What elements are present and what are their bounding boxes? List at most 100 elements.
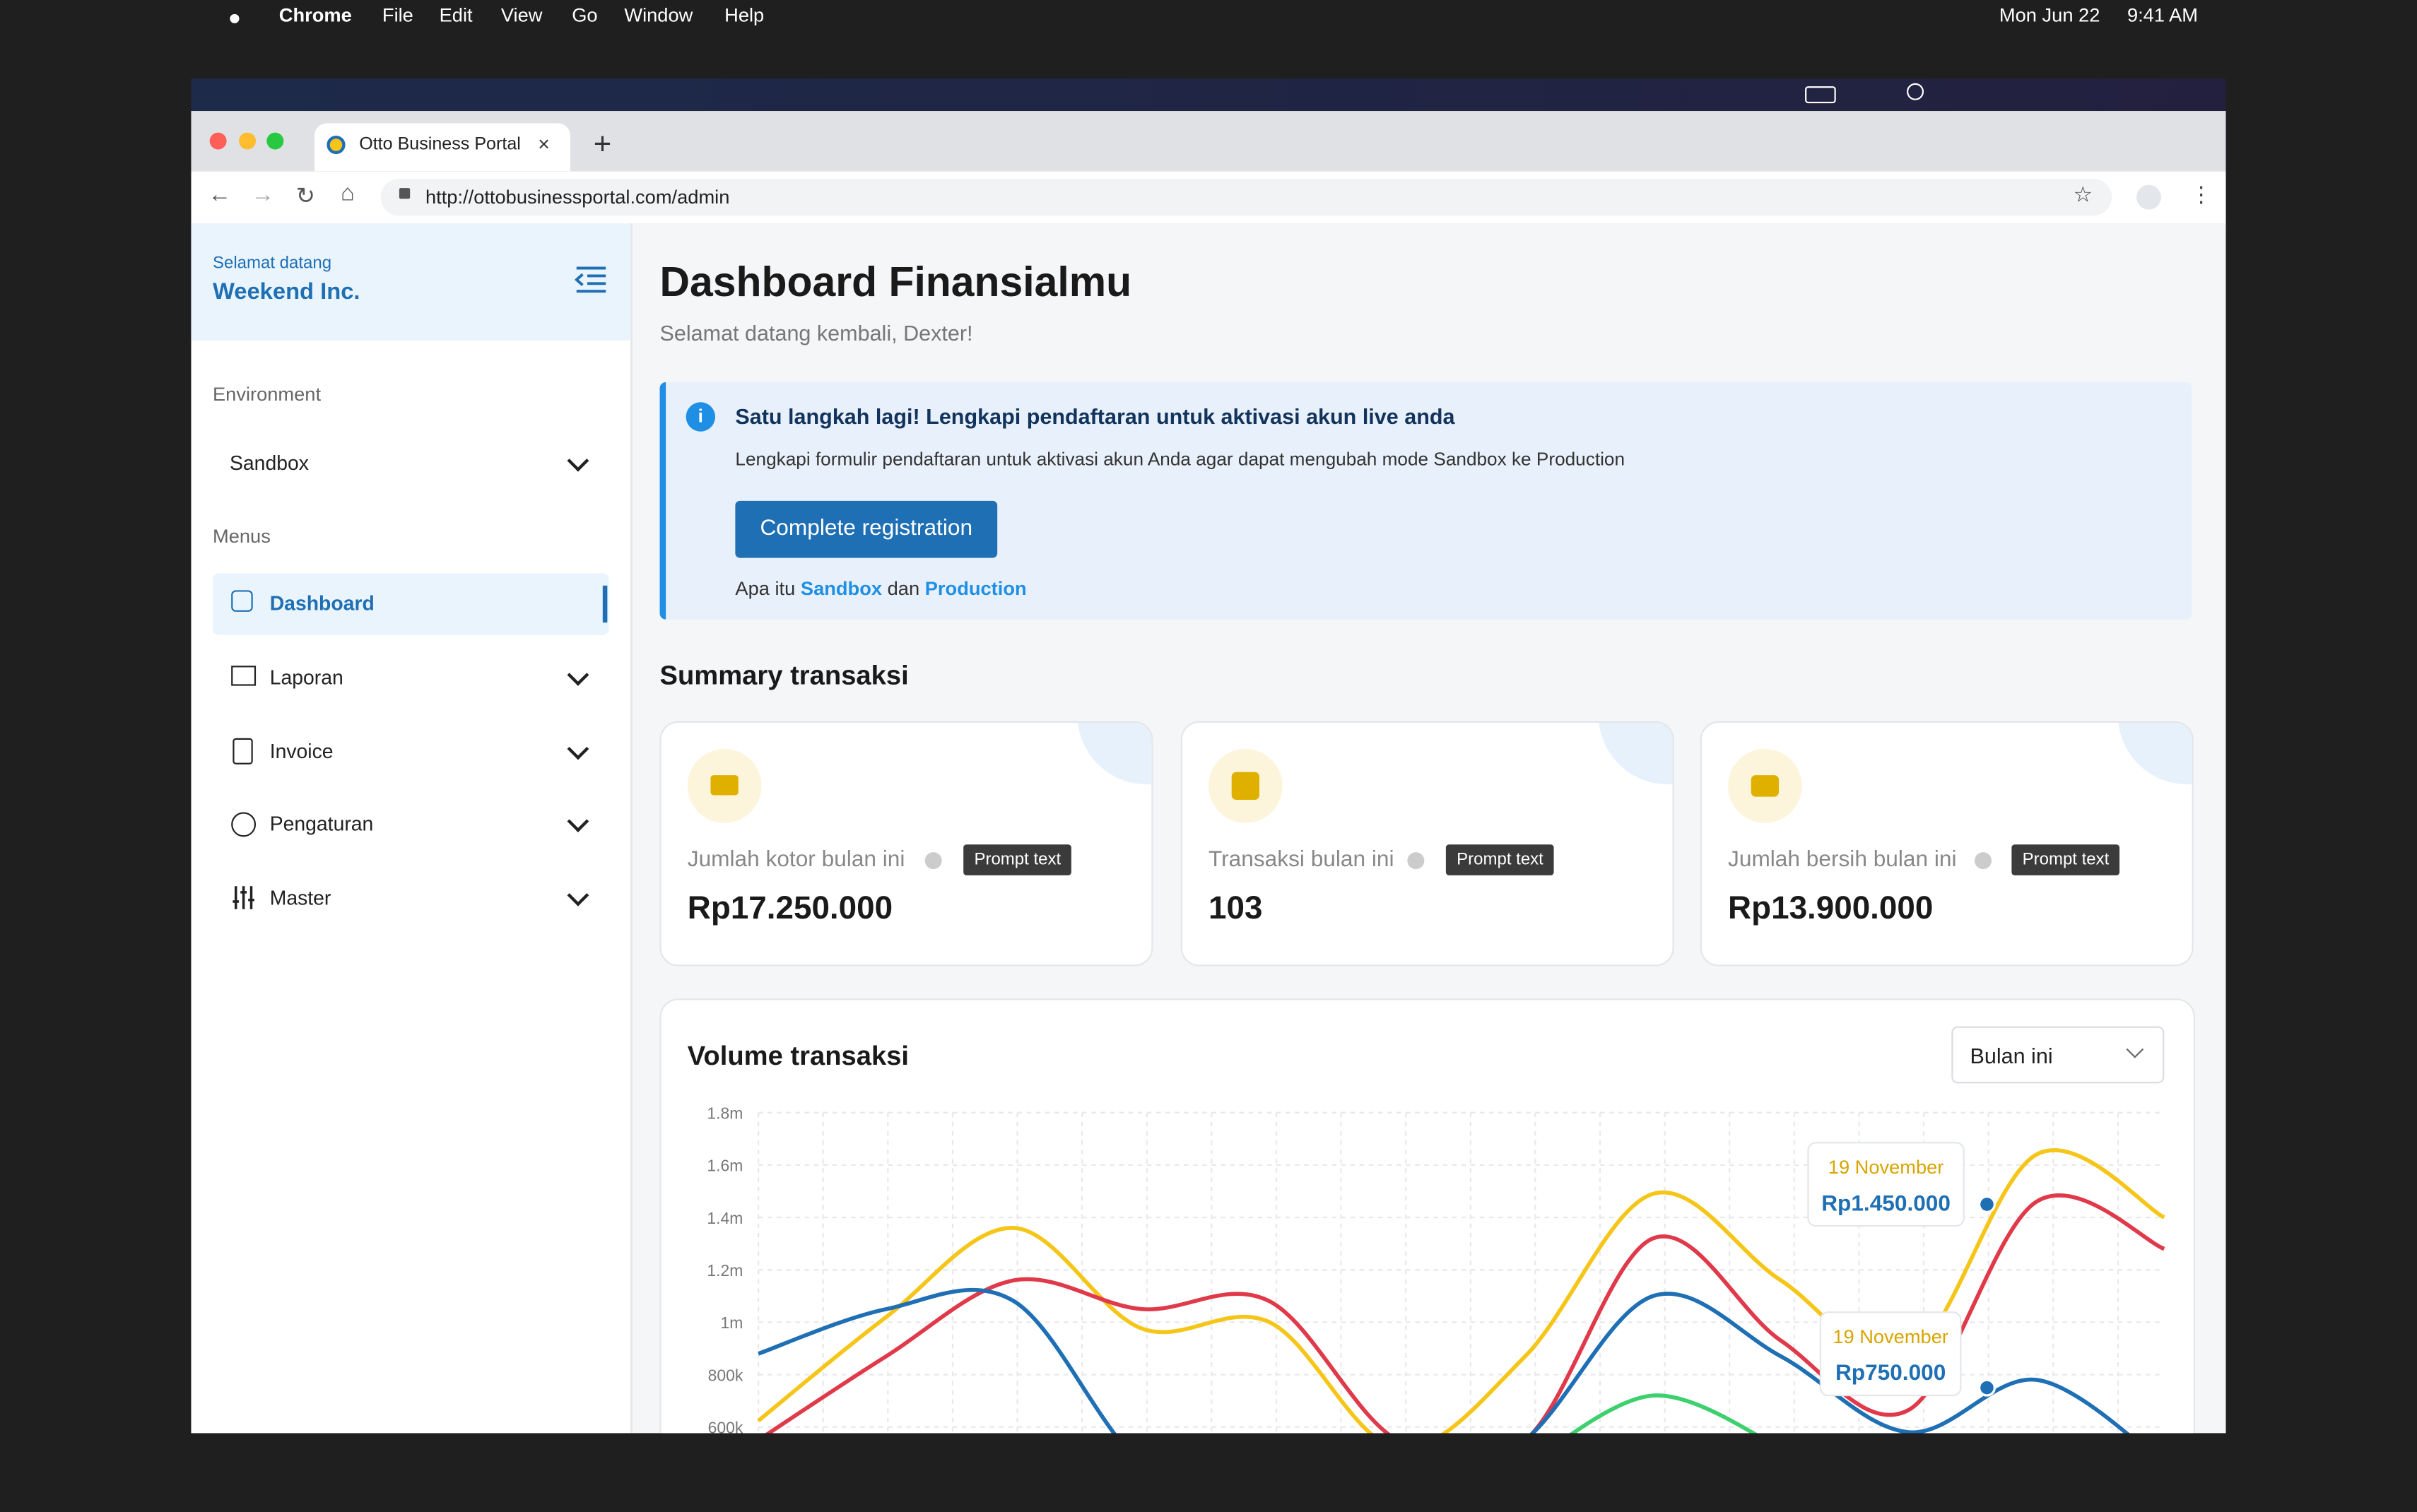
chart-icon [1231, 772, 1259, 801]
menus-label: Menus [212, 525, 271, 548]
active-indicator [602, 585, 608, 623]
reload-button[interactable]: ↻ [295, 183, 316, 210]
info-icon[interactable] [1407, 852, 1425, 870]
menu-item[interactable]: File [382, 4, 413, 27]
annotation-label: 19 November [1828, 1156, 1944, 1178]
sandbox-link[interactable]: Sandbox [800, 577, 883, 600]
footer-text: dan [887, 577, 920, 600]
production-link[interactable]: Production [924, 577, 1027, 600]
pengaturan-icon [231, 812, 257, 837]
menu-item[interactable]: Master [269, 886, 331, 909]
chart-title: Volume transaksi [687, 1040, 910, 1071]
annotation-box [1819, 1311, 1962, 1397]
date: Mon Jun 22 [1999, 4, 2100, 27]
period-select[interactable] [1951, 1026, 2165, 1084]
environment-select[interactable]: Sandbox [229, 451, 309, 475]
laporan-icon [231, 666, 257, 686]
forward-button[interactable]: → [251, 182, 275, 208]
card-label: Jumlah kotor bulan ini [687, 847, 905, 873]
period-value[interactable]: Bulan ini [1970, 1043, 2053, 1068]
profile-icon[interactable] [2136, 184, 2161, 210]
apple-icon[interactable]: ● [228, 4, 242, 30]
annotation-value: Rp1.450.000 [1821, 1190, 1951, 1215]
series-line [758, 1287, 2130, 1434]
tooltip: Prompt text [963, 844, 1072, 875]
info-icon[interactable] [924, 852, 942, 870]
money-icon [710, 775, 739, 796]
time: 9:41 AM [2127, 4, 2199, 27]
page-subtitle: Selamat datang kembali, Dexter! [659, 320, 973, 345]
url-field[interactable] [380, 179, 2112, 216]
company-name: Weekend Inc. [212, 278, 360, 305]
menu-item[interactable]: Pengaturan [269, 812, 374, 836]
search-icon[interactable] [1907, 83, 1924, 100]
tab[interactable] [314, 123, 571, 172]
bookmark-star[interactable]: ☆ [2073, 182, 2093, 207]
menu-item[interactable]: View [500, 4, 543, 27]
menu-item[interactable]: Go [572, 4, 598, 27]
invoice-icon [233, 738, 253, 764]
annotation-point [1977, 1378, 1996, 1397]
new-tab[interactable]: + [593, 128, 612, 163]
menu-item[interactable]: Edit [439, 4, 473, 27]
page-title: Dashboard Finansialmu [659, 259, 1132, 305]
y-tick-label: 1m [720, 1313, 743, 1332]
annotation-point [1977, 1195, 1996, 1214]
tooltip: Prompt text [2011, 844, 2120, 875]
card-value: Rp17.250.000 [687, 890, 893, 926]
back-button[interactable]: ← [208, 182, 232, 208]
close-button[interactable] [209, 132, 227, 150]
annotation-label: 19 November [1833, 1325, 1948, 1347]
card-label: Transaksi bulan ini [1208, 847, 1394, 873]
app-name[interactable]: Chrome [278, 4, 352, 27]
home-button[interactable]: ⌂ [341, 180, 355, 207]
menu-item[interactable]: Invoice [269, 739, 334, 763]
lock-icon [399, 188, 411, 199]
menu-bar [191, 78, 2226, 112]
info-icon[interactable] [1975, 852, 1992, 870]
annotation-box [1807, 1142, 1965, 1227]
tooltip: Prompt text [1445, 844, 1555, 875]
wallet-icon [1751, 775, 1780, 797]
series-line [1569, 1393, 1758, 1434]
section-title: Summary transaksi [659, 659, 909, 691]
url[interactable]: http://ottobusinessportal.com/admin [425, 186, 730, 208]
tab-close[interactable]: × [538, 132, 550, 156]
alert-footer: Apa itu Sandbox dan Production [735, 578, 1026, 600]
complete-registration-button[interactable]: Complete registration [735, 500, 998, 558]
sidebar-header [191, 223, 631, 341]
environment-label: Environment [212, 384, 322, 406]
y-tick-label: 1.8m [707, 1104, 743, 1122]
card-value: 103 [1208, 890, 1263, 926]
collapse-menu[interactable] [575, 265, 608, 293]
menu-item[interactable]: Window [624, 4, 693, 27]
card-icon [1208, 749, 1283, 823]
zoom-button[interactable] [266, 132, 284, 150]
card-icon [687, 749, 762, 823]
dashboard-icon [231, 590, 253, 612]
y-tick-label: 1.6m [707, 1157, 743, 1175]
favicon [327, 135, 346, 155]
card-label: Jumlah bersih bulan ini [1728, 847, 1957, 873]
y-tick-label: 1.4m [707, 1209, 743, 1227]
tab-title[interactable]: Otto Business Portal [359, 135, 521, 155]
menu-item[interactable]: Dashboard [269, 591, 375, 615]
alert-body: Lengkapi formulir pendaftaran untuk akti… [735, 448, 1625, 471]
active-menu-bg [212, 573, 609, 635]
alert-title: Satu langkah lagi! Lengkapi pendaftaran … [735, 403, 1455, 429]
minimize-button[interactable] [239, 132, 257, 150]
card-icon [1728, 749, 1802, 823]
master-icon [233, 886, 254, 909]
menu-item[interactable]: Help [724, 4, 765, 27]
annotation-value: Rp750.000 [1835, 1359, 1946, 1385]
desktop-edge [0, 1433, 2417, 1512]
battery-icon [1805, 86, 1836, 104]
menu-item[interactable]: Laporan [269, 666, 343, 689]
y-tick-label: 1.2m [707, 1261, 743, 1280]
y-tick-label: 800k [708, 1366, 743, 1384]
browser-menu[interactable]: ⋮ [2190, 182, 2212, 207]
info-icon: i [686, 402, 716, 432]
